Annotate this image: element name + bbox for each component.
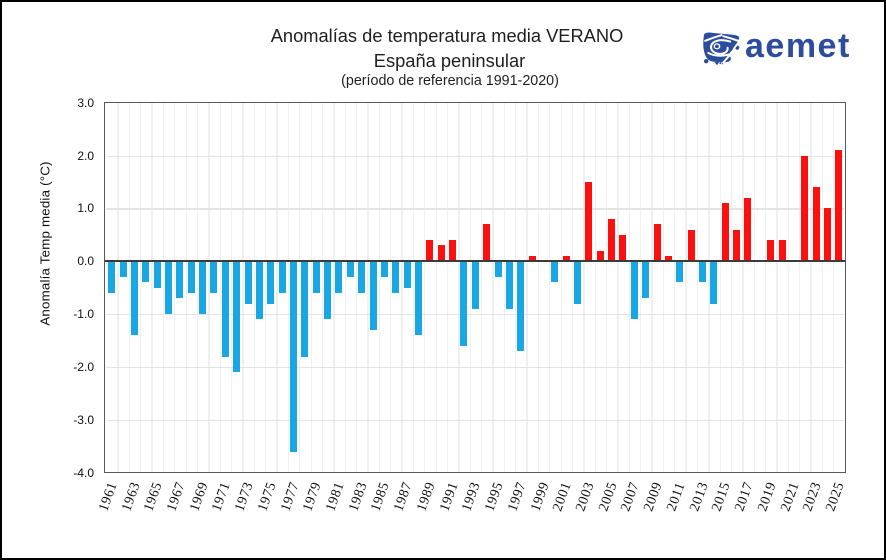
svg-text:aemet: aemet — [745, 28, 851, 65]
